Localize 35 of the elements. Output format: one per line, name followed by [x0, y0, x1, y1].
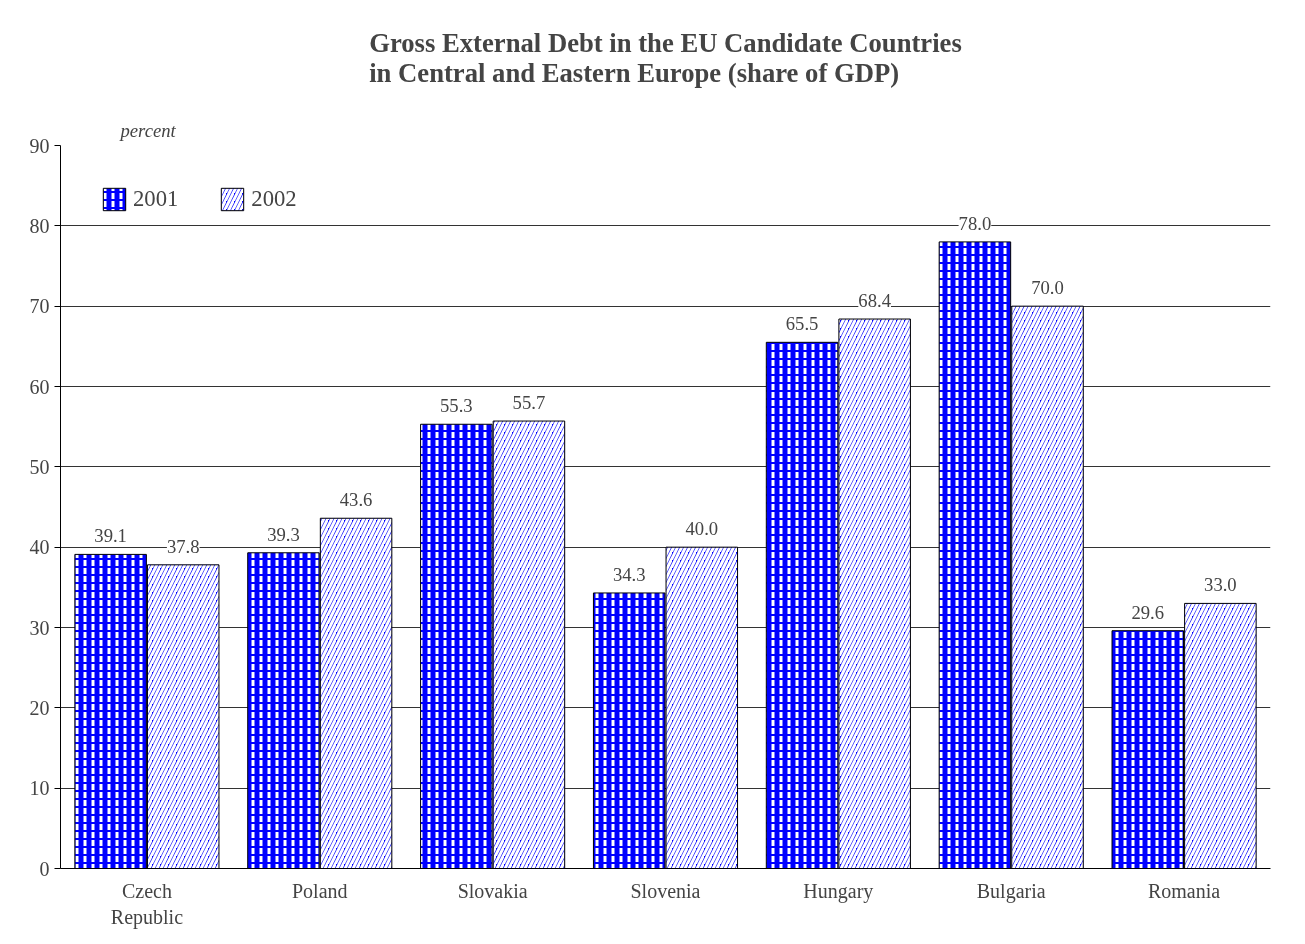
x-tick-label: Slovenia	[630, 879, 701, 902]
data-label: 55.3	[440, 395, 473, 417]
x-tick-label: Slovakia	[457, 879, 528, 902]
chart-title: Gross External Debt in the EU Candidate Countries in Central and Eastern Europe (share of GDP)	[369, 27, 962, 88]
y-tick-label: 30	[29, 616, 50, 639]
data-label: 78.0	[958, 212, 992, 234]
x-tick-label: Poland	[292, 879, 348, 902]
y-axis-title: percent	[118, 119, 177, 141]
data-label: 29.6	[1131, 601, 1165, 623]
y-tick-label: 50	[29, 455, 50, 478]
data-label: 40.0	[685, 518, 719, 540]
data-label: 65.5	[785, 313, 819, 335]
data-label: 33.0	[1204, 574, 1237, 596]
legend-label: 2001	[133, 186, 179, 212]
x-tick-label: Czech Republic	[110, 879, 184, 929]
x-tick-label: Romania	[1147, 879, 1221, 902]
y-tick-label: 90	[29, 134, 50, 157]
data-label: 70.0	[1031, 277, 1064, 299]
x-tick-label: Hungary	[803, 879, 874, 903]
data-label: 39.3	[267, 523, 300, 545]
data-label: 68.4	[858, 290, 892, 312]
y-tick-label: 0	[39, 857, 50, 880]
data-label: 39.1	[94, 525, 127, 547]
data-label: 34.3	[612, 563, 646, 585]
y-tick-label: 60	[29, 375, 50, 398]
y-tick-label: 70	[29, 295, 50, 318]
y-tick-label: 80	[29, 214, 50, 237]
data-label: 37.8	[166, 535, 200, 557]
y-tick-label: 40	[29, 536, 50, 559]
y-tick-label: 20	[29, 696, 50, 719]
y-tick-label: 10	[29, 777, 50, 800]
data-label: 43.6	[339, 489, 373, 511]
x-tick-label: Bulgaria	[976, 879, 1046, 903]
data-label: 55.7	[512, 392, 546, 414]
legend-label: 2002	[251, 186, 297, 212]
